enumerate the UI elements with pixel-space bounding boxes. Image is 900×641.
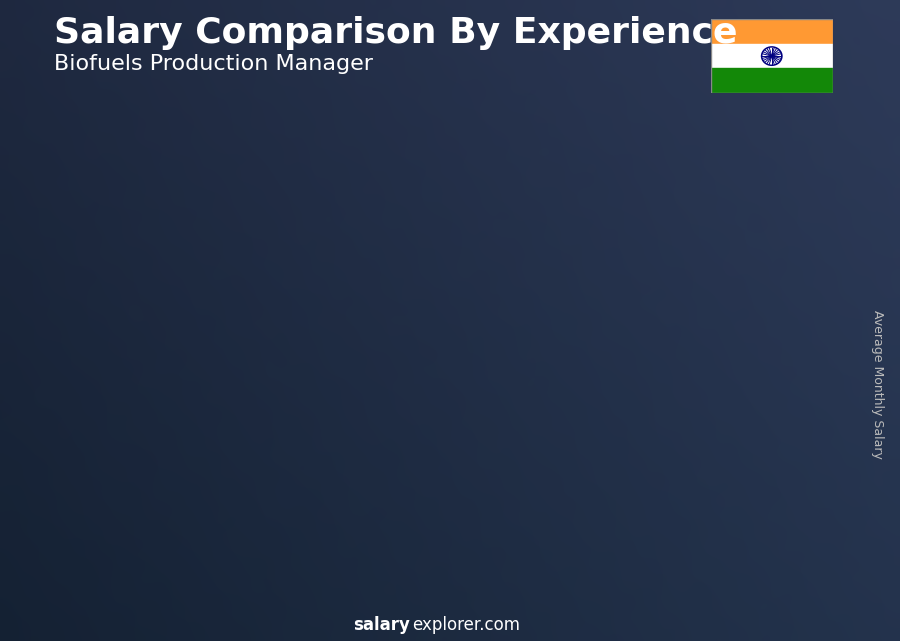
Bar (98, 316, 155, 441)
Circle shape (760, 46, 783, 66)
Text: 56,900 INR: 56,900 INR (463, 299, 547, 314)
Text: Average Monthly Salary: Average Monthly Salary (871, 310, 884, 459)
Circle shape (762, 47, 781, 65)
Text: salary: salary (353, 616, 410, 634)
Bar (148, 439, 156, 564)
Bar (220, 406, 275, 564)
Text: 63,000 INR: 63,000 INR (584, 273, 669, 288)
Bar (711, 44, 832, 69)
Text: 29,100 INR: 29,100 INR (96, 419, 181, 434)
Bar (461, 79, 518, 323)
Bar (711, 19, 832, 44)
Bar (461, 319, 518, 564)
Bar (390, 356, 398, 564)
Bar (703, 0, 760, 280)
Bar (269, 406, 277, 564)
Text: +18%: +18% (389, 248, 470, 272)
Text: 67,000 INR: 67,000 INR (709, 256, 794, 271)
Text: 48,400 INR: 48,400 INR (342, 336, 427, 351)
Bar (98, 439, 155, 564)
Text: +11%: +11% (509, 226, 590, 250)
Bar (752, 276, 760, 564)
Text: Salary Comparison By Experience: Salary Comparison By Experience (54, 16, 737, 50)
Text: +6%: +6% (639, 218, 703, 242)
Bar (582, 294, 639, 564)
Bar (220, 251, 275, 409)
Bar (582, 26, 639, 297)
Bar (510, 319, 518, 564)
Text: explorer.com: explorer.com (412, 616, 520, 634)
Text: 36,700 INR: 36,700 INR (220, 386, 305, 401)
Text: +26%: +26% (147, 339, 228, 363)
Text: Biofuels Production Manager: Biofuels Production Manager (54, 54, 373, 74)
Bar (711, 69, 832, 93)
Bar (340, 356, 397, 564)
Bar (632, 294, 640, 564)
Text: +32%: +32% (267, 281, 348, 304)
Bar (340, 151, 397, 359)
Circle shape (770, 54, 774, 58)
Bar (703, 276, 760, 564)
